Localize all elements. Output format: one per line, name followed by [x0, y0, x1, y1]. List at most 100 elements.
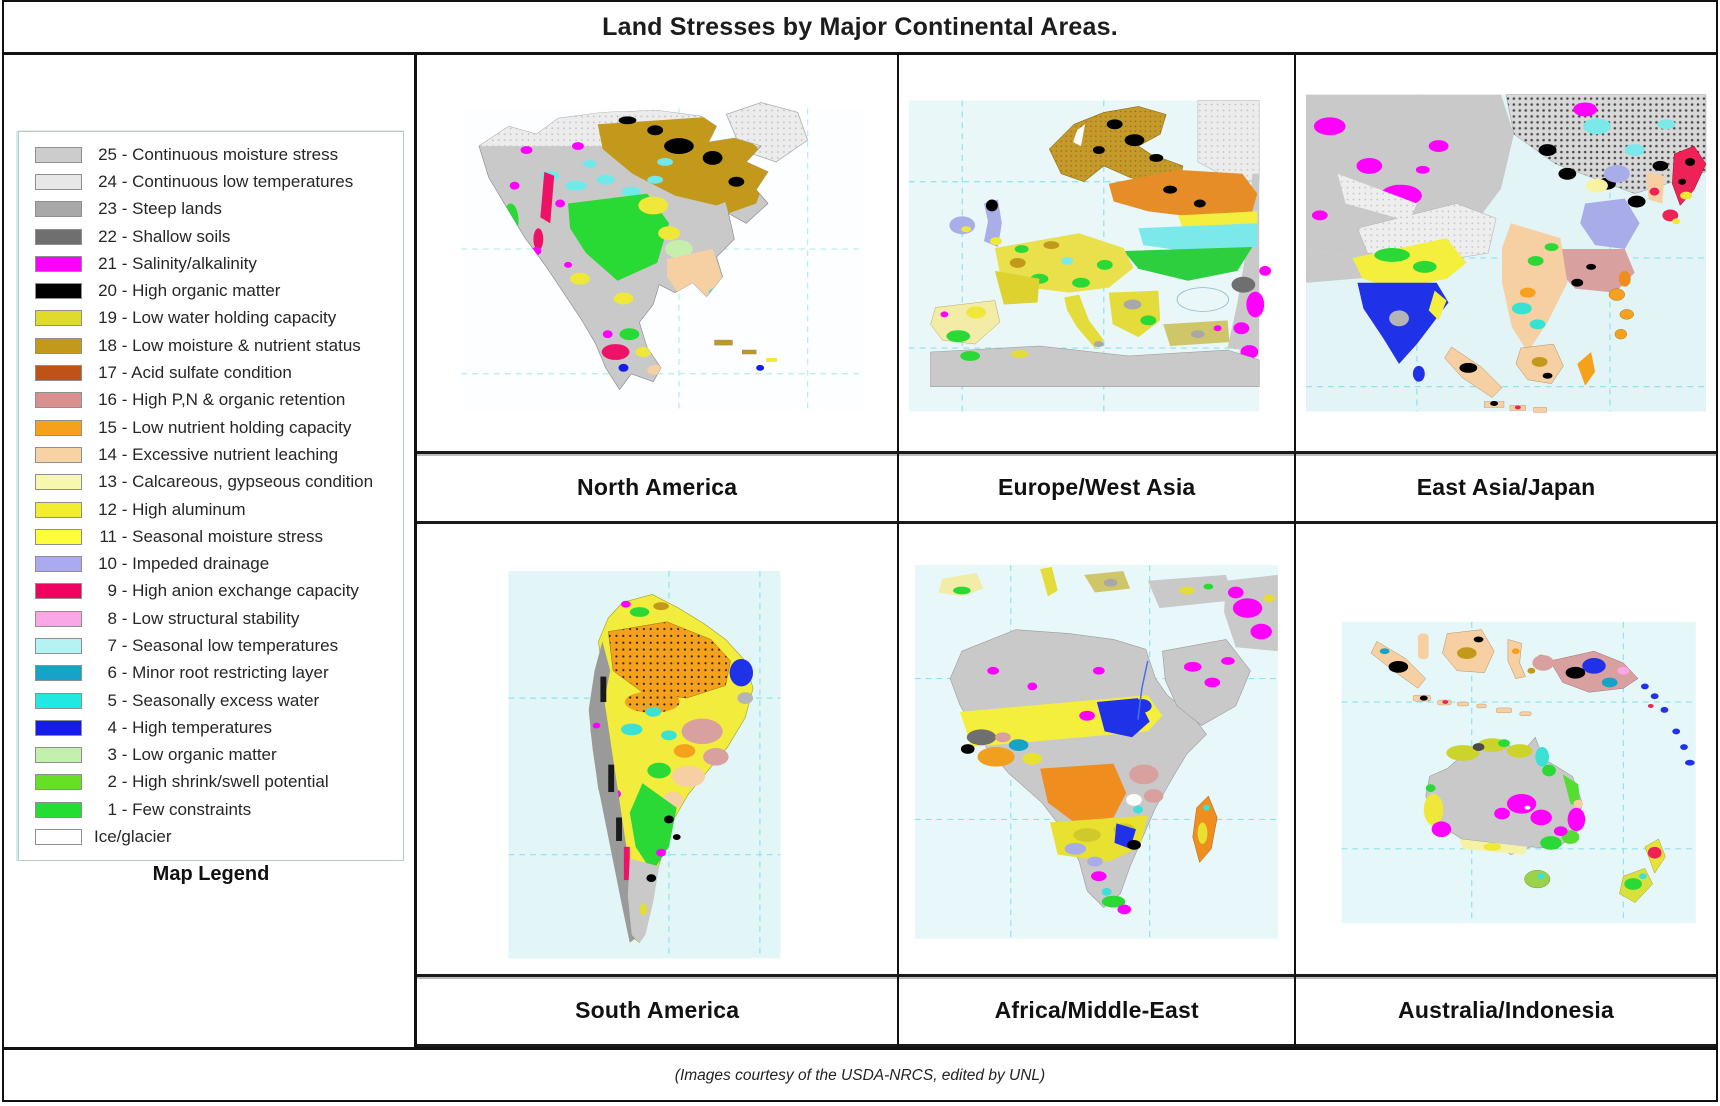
legend-item: 14 - Excessive nutrient leaching [19, 441, 403, 468]
legend-item: 1 - Few constraints [19, 796, 403, 823]
legend-item: 10 - Impeded drainage [19, 550, 403, 577]
legend-label: 16 - High P,N & organic retention [98, 390, 346, 410]
legend-label: 25 - Continuous moisture stress [98, 144, 339, 164]
legend-label: 13 - Calcareous, gypseous condition [98, 472, 374, 492]
legend-swatch [35, 801, 82, 818]
panel-label-africa-middle-east: Africa/Middle-East [899, 974, 1297, 1047]
legend-label: 3 - Low organic matter [107, 745, 277, 765]
legend-label: 7 - Seasonal low temperatures [107, 635, 339, 655]
legend-item: 24 - Continuous low temperatures [19, 168, 403, 195]
figure-footer: (Images courtesy of the USDA-NRCS, edite… [4, 1047, 1716, 1100]
legend-item: 13 - Calcareous, gypseous condition [19, 469, 403, 496]
panel-label-australia-indonesia: Australia/Indonesia [1296, 974, 1716, 1047]
page-title: Land Stresses by Major Continental Areas… [602, 12, 1118, 41]
legend-label: 18 - Low moisture & nutrient status [98, 335, 361, 355]
south-america-map [508, 570, 781, 959]
legend-item: Ice/glacier [19, 823, 403, 850]
legend-swatch [35, 583, 82, 600]
legend-label: 23 - Steep lands [98, 199, 222, 219]
legend-item: 16 - High P,N & organic retention [19, 387, 403, 414]
legend-swatch [35, 201, 82, 218]
credit-text: (Images courtesy of the USDA-NRCS, edite… [674, 1067, 1046, 1084]
legend-label: 2 - High shrink/swell potential [107, 772, 329, 792]
legend-swatch [35, 392, 82, 409]
legend-item: 6 - Minor root restricting layer [19, 660, 403, 687]
legend-label: 20 - High organic matter [98, 281, 281, 301]
legend-label: 11 - Seasonal moisture stress [99, 526, 323, 546]
legend-swatch [35, 665, 82, 682]
legend-item: 25 - Continuous moisture stress [19, 141, 403, 168]
map-panel-south-america [417, 524, 900, 974]
legend-swatch [35, 829, 82, 846]
legend-label: 1 - Few constraints [107, 799, 252, 819]
legend-label: 22 - Shallow soils [98, 226, 231, 246]
legend-label: 21 - Salinity/alkalinity [98, 253, 257, 273]
panel-label-text: East Asia/Japan [1416, 474, 1596, 500]
legend-swatch [35, 173, 82, 190]
legend-label: 4 - High temperatures [107, 717, 272, 737]
legend-swatch [35, 255, 82, 272]
map-panel-australia-indonesia [1296, 524, 1716, 974]
legend-swatch [35, 774, 82, 791]
legend-item: 21 - Salinity/alkalinity [19, 250, 403, 277]
panel-label-text: Europe/West Asia [997, 474, 1196, 500]
africa-middle-east-map [915, 565, 1279, 939]
legend-item: 9 - High anion exchange capacity [19, 578, 403, 605]
legend-item: 11 - Seasonal moisture stress [19, 523, 403, 550]
panel-label-east-asia-japan: East Asia/Japan [1296, 451, 1716, 524]
legend-label: 10 - Impeded drainage [98, 554, 270, 574]
legend-swatch [35, 610, 82, 627]
legend-label: 12 - High aluminum [98, 499, 246, 519]
legend-swatch [35, 474, 82, 491]
legend-swatch [35, 310, 82, 327]
panel-label-text: Australia/Indonesia [1398, 997, 1615, 1023]
panel-label-text: North America [577, 474, 738, 500]
legend-item: 2 - High shrink/swell potential [19, 769, 403, 796]
legend-label: 17 - Acid sulfate condition [98, 363, 292, 383]
legend-swatch [35, 637, 82, 654]
map-panel-europe-west-asia [899, 55, 1297, 451]
legend-item: 15 - Low nutrient holding capacity [19, 414, 403, 441]
legend-item: 20 - High organic matter [19, 277, 403, 304]
legend-swatch [35, 283, 82, 300]
legend-swatch [35, 556, 82, 573]
figure-title-bar: Land Stresses by Major Continental Areas… [4, 2, 1716, 55]
legend-swatch [35, 747, 82, 764]
map-panel-east-asia-japan [1296, 55, 1716, 451]
legend-swatch [35, 146, 82, 163]
legend-item: 18 - Low moisture & nutrient status [19, 332, 403, 359]
east-asia-japan-map [1306, 94, 1707, 413]
legend-label: 15 - Low nutrient holding capacity [98, 417, 352, 437]
legend-item: 7 - Seasonal low temperatures [19, 632, 403, 659]
legend-label: 5 - Seasonally excess water [107, 690, 320, 710]
legend-label: 9 - High anion exchange capacity [107, 581, 359, 601]
legend-caption: Map Legend [152, 863, 270, 885]
panel-label-north-america: North America [417, 451, 900, 524]
legend-label: 8 - Low structural stability [107, 608, 300, 628]
legend-swatch [35, 365, 82, 382]
legend-item: 17 - Acid sulfate condition [19, 359, 403, 386]
legend-item: 4 - High temperatures [19, 714, 403, 741]
panel-label-text: Africa/Middle-East [994, 997, 1199, 1023]
panel-label-text: South America [575, 997, 740, 1023]
map-panel-africa-middle-east [899, 524, 1297, 974]
legend-label: 24 - Continuous low temperatures [98, 171, 354, 191]
legend-swatch [35, 501, 82, 518]
legend-item: 3 - Low organic matter [19, 742, 403, 769]
legend-swatch [35, 528, 82, 545]
legend-swatch [35, 419, 82, 436]
legend-swatch [35, 228, 82, 245]
legend-item: 19 - Low water holding capacity [19, 305, 403, 332]
legend-panel: 25 - Continuous moisture stress 24 - Cont… [4, 55, 417, 1047]
legend-item: 23 - Steep lands [19, 196, 403, 223]
panel-label-south-america: South America [417, 974, 900, 1047]
legend-label: 6 - Minor root restricting layer [107, 663, 329, 683]
legend-box: 25 - Continuous moisture stress 24 - Cont… [18, 131, 404, 861]
legend-label: 19 - Low water holding capacity [98, 308, 337, 328]
legend-swatch [35, 446, 82, 463]
legend-item: 12 - High aluminum [19, 496, 403, 523]
panel-label-europe-west-asia: Europe/West Asia [899, 451, 1297, 524]
europe-west-asia-map [909, 100, 1272, 412]
legend-label: 14 - Excessive nutrient leaching [98, 444, 339, 464]
